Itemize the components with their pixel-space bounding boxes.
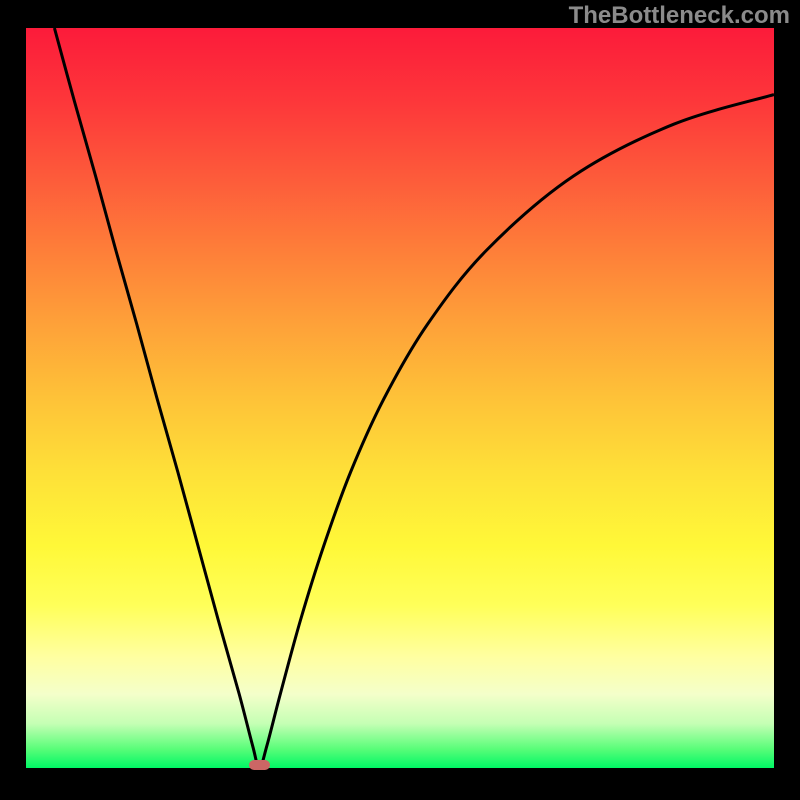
bottleneck-chart [26, 28, 774, 768]
minimum-marker [249, 760, 270, 770]
watermark-text: TheBottleneck.com [569, 2, 790, 30]
chart-frame: TheBottleneck.com [0, 0, 800, 800]
gradient-background [26, 28, 774, 768]
